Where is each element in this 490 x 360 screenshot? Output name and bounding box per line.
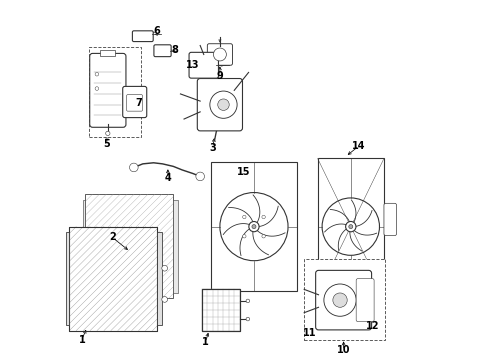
Circle shape xyxy=(106,131,110,135)
FancyBboxPatch shape xyxy=(122,86,147,118)
FancyBboxPatch shape xyxy=(316,270,371,330)
Circle shape xyxy=(243,215,246,219)
Circle shape xyxy=(196,172,204,181)
FancyBboxPatch shape xyxy=(189,52,219,78)
Bar xyxy=(318,158,384,295)
Bar xyxy=(82,199,85,293)
FancyBboxPatch shape xyxy=(384,203,396,235)
Circle shape xyxy=(218,99,229,111)
Bar xyxy=(202,289,240,330)
Circle shape xyxy=(214,48,226,61)
Text: 14: 14 xyxy=(352,141,366,151)
Text: 11: 11 xyxy=(303,328,317,338)
Text: 2: 2 xyxy=(109,232,116,242)
Circle shape xyxy=(345,221,356,232)
Text: 1: 1 xyxy=(78,334,85,345)
Bar xyxy=(202,289,240,330)
Circle shape xyxy=(210,91,237,118)
Bar xyxy=(85,194,173,298)
Circle shape xyxy=(129,163,138,172)
Bar xyxy=(173,199,177,293)
Circle shape xyxy=(162,265,168,271)
Text: 15: 15 xyxy=(237,167,250,177)
Circle shape xyxy=(213,123,220,130)
FancyBboxPatch shape xyxy=(207,44,232,65)
Bar xyxy=(69,226,157,330)
Circle shape xyxy=(243,235,246,238)
Bar xyxy=(157,232,162,325)
Text: 8: 8 xyxy=(172,45,178,55)
Bar xyxy=(69,226,157,330)
Text: 3: 3 xyxy=(209,143,216,153)
Text: 9: 9 xyxy=(217,71,223,81)
Bar xyxy=(211,162,297,291)
Text: 10: 10 xyxy=(337,345,350,355)
Circle shape xyxy=(214,94,221,101)
FancyBboxPatch shape xyxy=(356,279,374,321)
Circle shape xyxy=(333,293,347,307)
Circle shape xyxy=(162,297,168,302)
Text: 13: 13 xyxy=(186,60,200,70)
Bar xyxy=(100,50,116,56)
Text: 4: 4 xyxy=(165,173,172,183)
Text: 12: 12 xyxy=(366,321,379,331)
Circle shape xyxy=(95,72,98,76)
FancyBboxPatch shape xyxy=(126,95,143,111)
FancyBboxPatch shape xyxy=(90,53,126,127)
Circle shape xyxy=(246,317,250,321)
Circle shape xyxy=(252,225,256,229)
Text: 6: 6 xyxy=(154,26,161,36)
Circle shape xyxy=(249,221,259,232)
Circle shape xyxy=(246,299,250,303)
Circle shape xyxy=(95,87,98,90)
Circle shape xyxy=(324,284,356,316)
Bar xyxy=(66,232,69,325)
FancyBboxPatch shape xyxy=(197,78,243,131)
Text: 1: 1 xyxy=(202,337,209,347)
Text: 5: 5 xyxy=(103,139,110,149)
Bar xyxy=(89,47,141,137)
Text: 7: 7 xyxy=(136,98,143,108)
FancyBboxPatch shape xyxy=(154,45,171,57)
Circle shape xyxy=(262,215,265,219)
Circle shape xyxy=(349,225,353,229)
Bar xyxy=(304,259,385,339)
FancyBboxPatch shape xyxy=(132,31,153,41)
Circle shape xyxy=(262,235,265,238)
